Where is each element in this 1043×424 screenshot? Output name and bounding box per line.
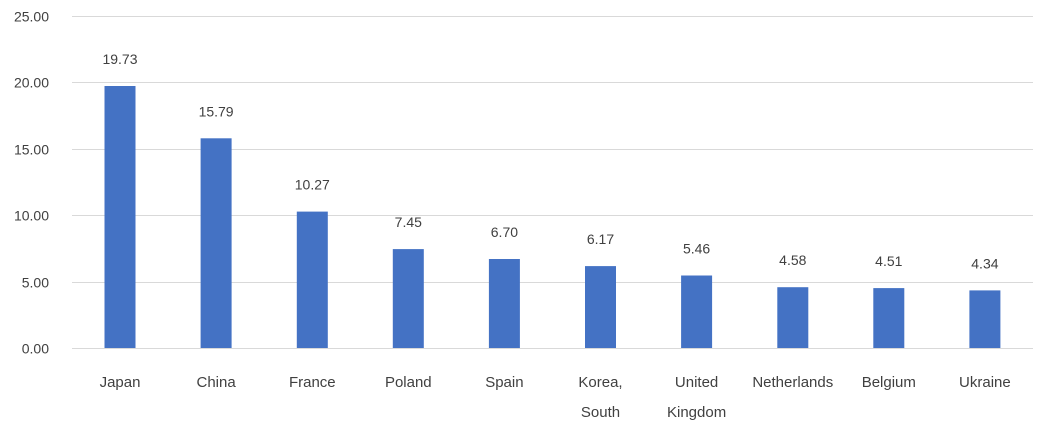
category-label-line: South — [581, 404, 620, 421]
data-label: 19.73 — [102, 51, 137, 67]
category-label: Japan — [100, 374, 141, 391]
category-label-line: Spain — [485, 374, 523, 391]
category-label-line: Netherlands — [752, 374, 833, 391]
y-tick-label: 10.00 — [14, 208, 49, 224]
data-label: 4.34 — [971, 255, 998, 271]
category-label: Belgium — [862, 374, 916, 391]
data-label: 7.45 — [395, 214, 422, 230]
category-label-line: Japan — [100, 374, 141, 391]
bar — [681, 275, 713, 348]
category-label: United Kingdom — [667, 374, 726, 421]
data-label: 4.58 — [779, 252, 806, 268]
data-label: 15.79 — [199, 103, 234, 119]
category-label-line: Ukraine — [959, 374, 1011, 391]
category-label: France — [289, 374, 336, 391]
bars — [104, 86, 1001, 348]
bar — [873, 288, 905, 348]
category-label: Ukraine — [959, 374, 1011, 391]
category-label-line: Poland — [385, 374, 432, 391]
bar — [585, 266, 616, 348]
y-tick-label: 0.00 — [22, 341, 49, 357]
bar — [969, 290, 1001, 348]
y-tick-label: 25.00 — [14, 9, 49, 25]
category-label: Netherlands — [752, 374, 833, 391]
category-label-line: United — [675, 374, 718, 391]
category-label: Korea, South — [578, 374, 622, 421]
data-labels: 19.73 15.79 10.27 7.45 6.70 6.17 5.46 4.58 4.51 4… — [102, 51, 998, 271]
category-label-line: Korea, — [578, 374, 622, 391]
bar — [200, 138, 232, 348]
category-label-line: France — [289, 374, 336, 391]
y-tick-label: 5.00 — [22, 275, 49, 291]
category-label: China — [196, 374, 236, 391]
category-label-line: Belgium — [862, 374, 916, 391]
data-label: 6.70 — [491, 224, 518, 240]
bar — [296, 211, 328, 348]
bar — [104, 86, 136, 348]
bar — [777, 287, 809, 348]
data-label: 5.46 — [683, 241, 710, 257]
category-label-line: Kingdom — [667, 404, 726, 421]
y-tick-label: 20.00 — [14, 75, 49, 91]
category-labels: Japan China France Poland Spain Korea, South Un… — [100, 374, 1011, 421]
y-tick-label: 15.00 — [14, 142, 49, 158]
bar — [392, 249, 424, 348]
data-label: 6.17 — [587, 231, 614, 247]
category-label: Poland — [385, 374, 432, 391]
bar — [488, 259, 520, 348]
data-label: 4.51 — [875, 253, 902, 269]
gridlines — [72, 16, 1033, 349]
y-axis-tick-labels: 0.00 5.00 10.00 15.00 20.00 25.00 — [14, 9, 49, 357]
data-label: 10.27 — [295, 177, 330, 193]
category-label-line: China — [196, 374, 236, 391]
category-label: Spain — [485, 374, 523, 391]
